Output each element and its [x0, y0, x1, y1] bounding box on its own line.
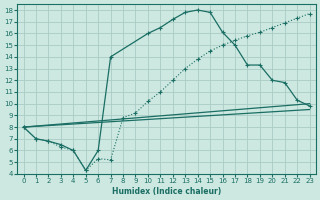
X-axis label: Humidex (Indice chaleur): Humidex (Indice chaleur) — [112, 187, 221, 196]
